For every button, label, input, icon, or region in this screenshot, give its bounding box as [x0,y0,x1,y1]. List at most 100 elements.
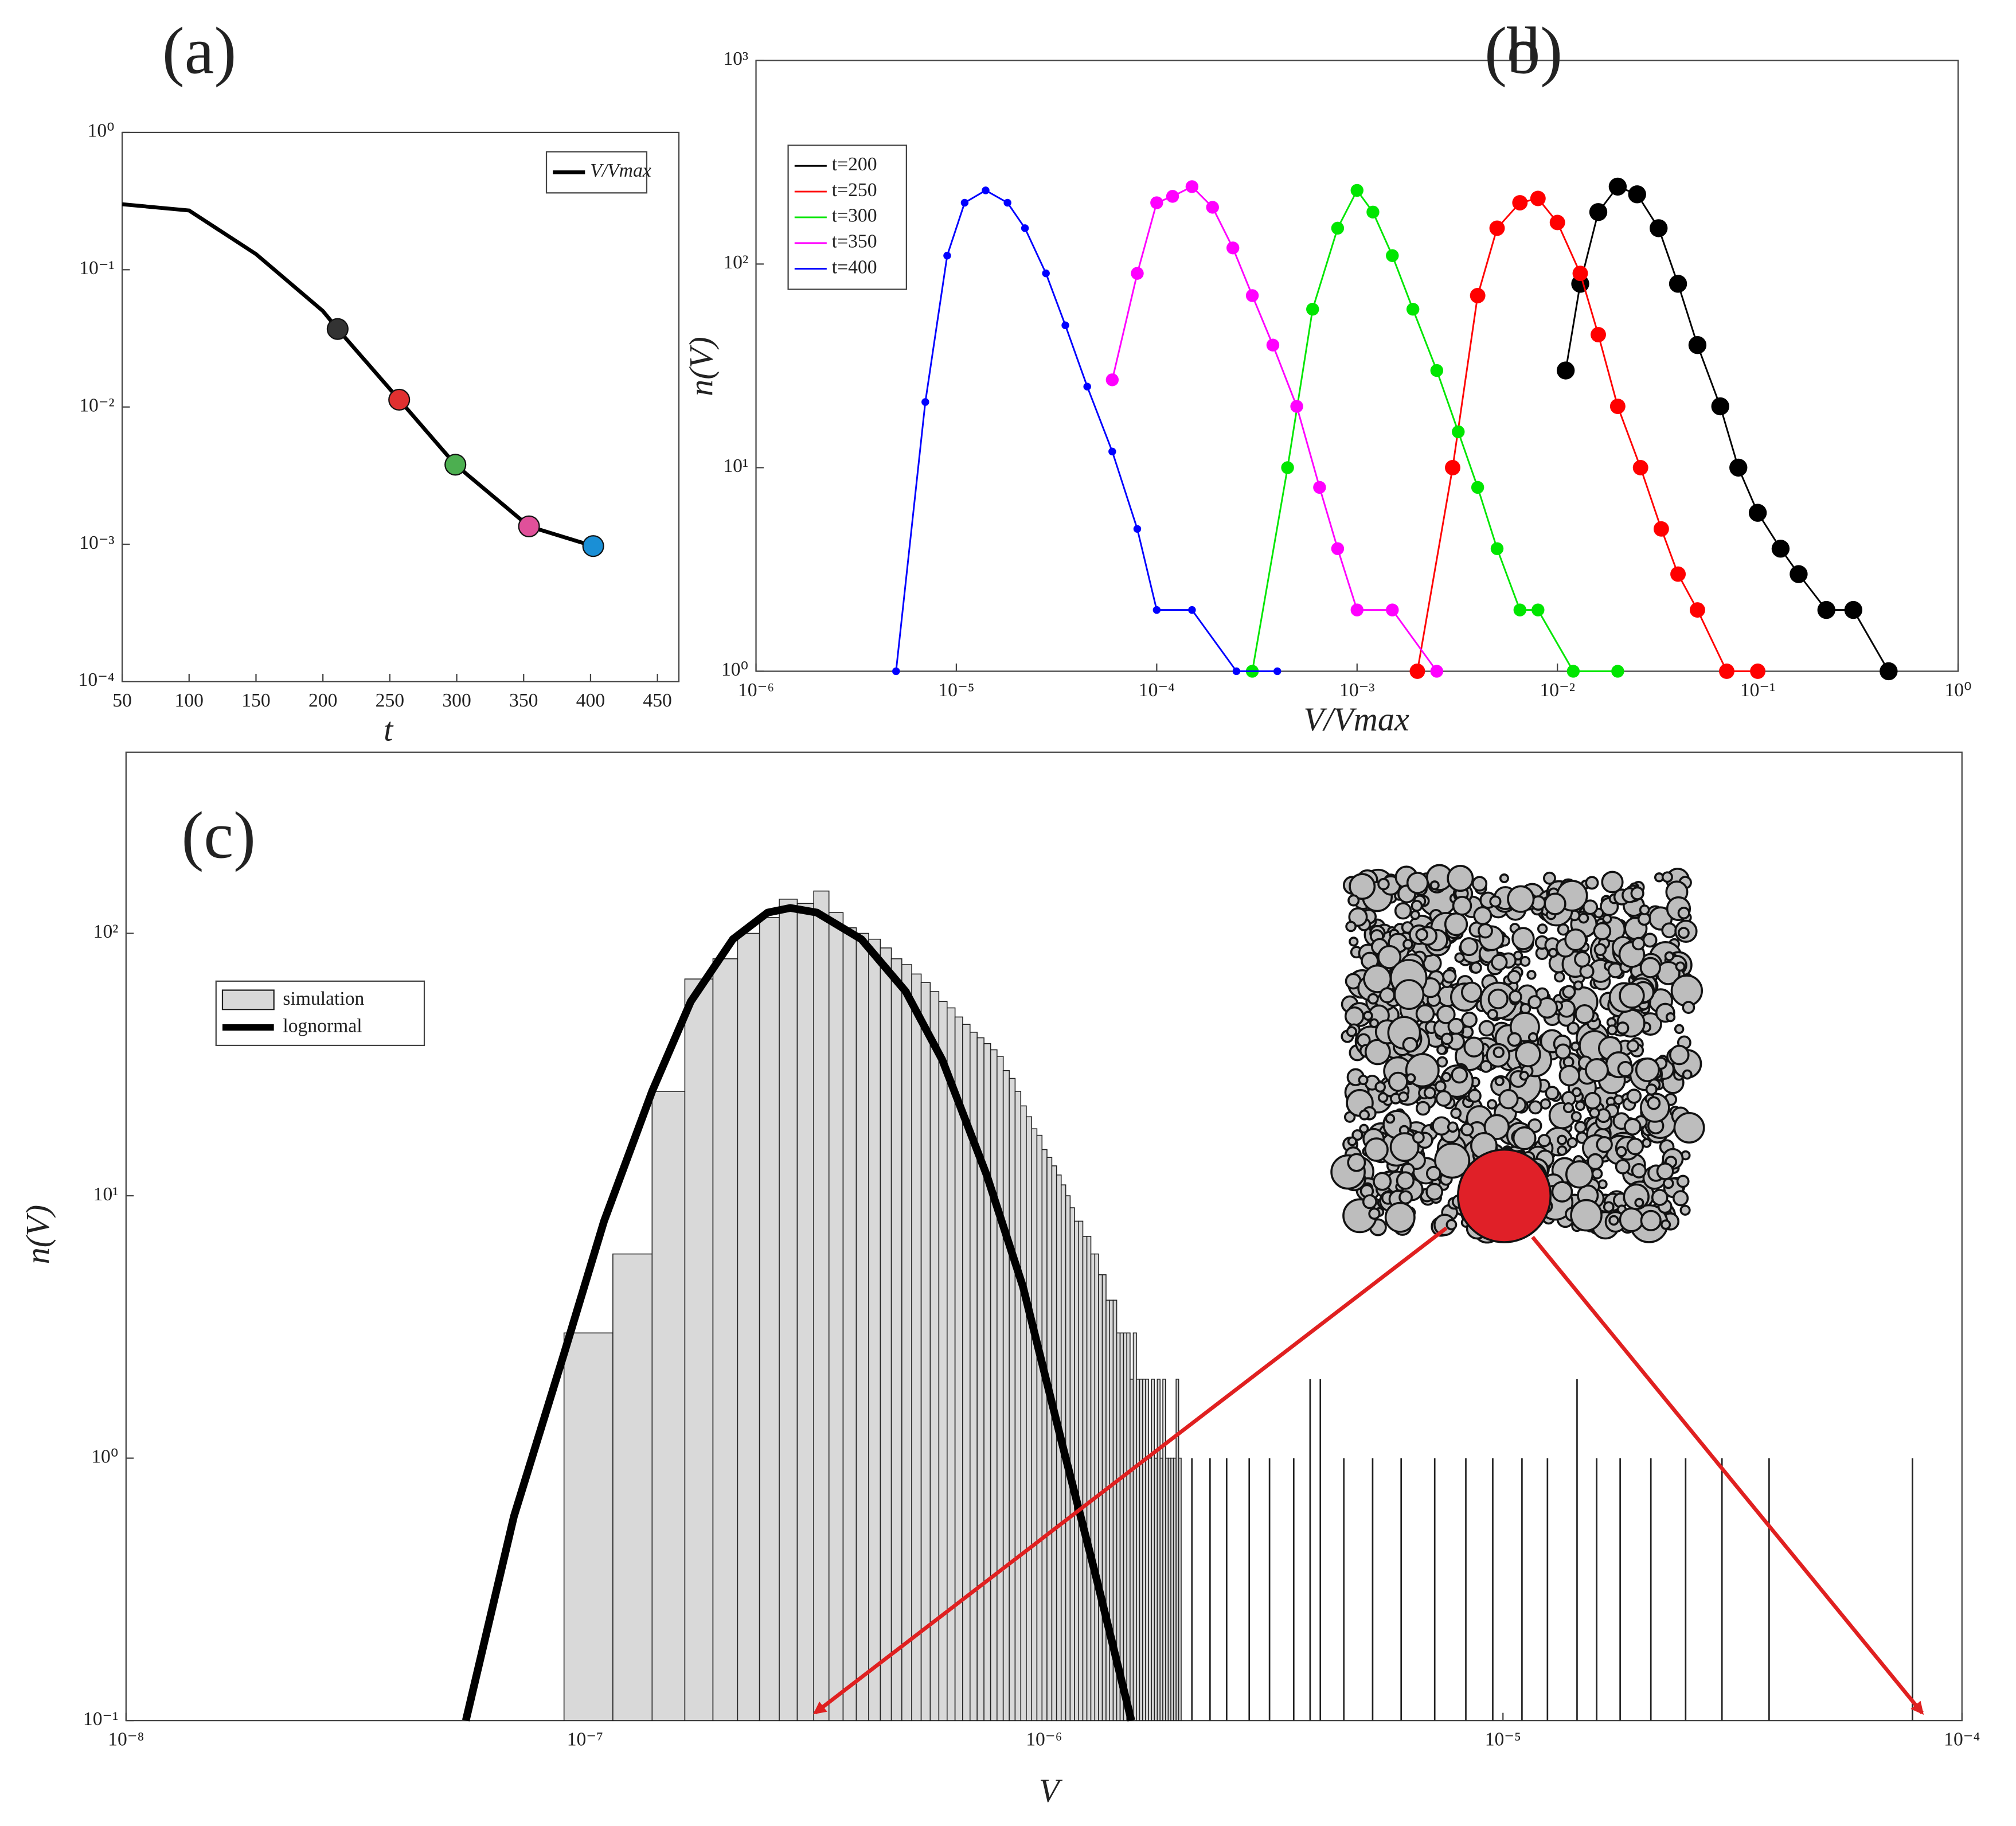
bar [1026,1116,1033,1721]
particle [1608,1215,1619,1226]
particle [1661,922,1678,939]
arrow [1531,1235,1924,1715]
legend-swatch [221,989,275,1010]
particle [1630,886,1644,900]
bar [1086,1236,1092,1721]
y-tick-label: 10⁻³ [79,532,114,553]
legend-label: simulation [283,988,364,1009]
particle [1651,1189,1669,1206]
particle [1398,1190,1413,1205]
particle [1394,902,1412,920]
particle [1440,1032,1454,1045]
fit-curve [462,904,1135,1722]
particle [1429,880,1440,891]
particle [1347,1153,1366,1172]
bar [983,1043,991,1721]
y-tick-label: 10⁻¹ [83,1708,118,1730]
point [1206,201,1219,214]
x-tick-label: 350 [509,690,538,711]
particle [1573,980,1584,991]
bar [1094,1253,1099,1721]
particle [1373,1172,1392,1191]
panel-label: (c) [182,798,256,872]
point [1042,269,1050,278]
particle [1362,1194,1377,1209]
particle [1491,954,1508,971]
particle [1640,1209,1662,1232]
point [1489,220,1505,236]
particle [1570,1111,1582,1122]
particle [1635,1057,1661,1083]
bar [1178,1457,1182,1721]
particle [1645,1083,1658,1096]
panel-label: (b) [1484,14,1562,88]
particle [1358,1075,1369,1086]
particle [1526,970,1537,980]
point [1185,180,1199,193]
particle [1511,927,1535,950]
particle [1471,876,1488,892]
particle [1557,923,1570,936]
particle [1447,865,1474,892]
particle [1585,1058,1609,1082]
particle [1402,1036,1419,1053]
bar [1123,1332,1127,1721]
y-tick-label: 10⁰ [88,120,115,142]
bar [868,938,881,1721]
particle [1384,1201,1416,1233]
particle [1527,995,1542,1009]
point [1650,219,1668,237]
point [1817,600,1835,619]
bar [1046,1157,1053,1721]
particle [1639,957,1661,978]
particle [1377,1092,1389,1103]
bar [612,1253,653,1721]
particle [1447,1121,1459,1133]
bar [737,932,760,1721]
bar [1101,1274,1107,1721]
x-tick-label: 10⁻⁸ [108,1729,144,1750]
particle [1679,1204,1691,1216]
particle [1483,1114,1510,1140]
point [1530,190,1546,206]
particle [1642,932,1658,948]
bar [954,1016,963,1721]
particle [1584,1092,1602,1110]
particle [1411,900,1423,912]
y-tick-label: 10³ [723,48,748,69]
bar [929,991,940,1721]
point [444,454,467,476]
x-tick-label: 10⁻¹ [1740,680,1775,701]
particle [1425,1183,1444,1201]
point [1313,481,1326,494]
bar [1132,1332,1137,1721]
particle [1441,1072,1452,1082]
bar [1051,1165,1057,1721]
point [1188,606,1196,614]
particle [1367,993,1379,1005]
point [1729,458,1748,477]
x-tick-label: 10⁻⁵ [1485,1729,1521,1750]
y-tick-label: 10⁻² [79,395,114,416]
particle [1564,928,1587,951]
particle [1450,1107,1462,1119]
particle [1557,1145,1568,1156]
point [1430,665,1444,678]
particle [1487,1009,1498,1020]
particle [1415,1004,1435,1024]
bar [997,1056,1004,1721]
particle [1566,1137,1578,1148]
point [1711,397,1729,416]
particle [1405,1073,1416,1083]
particle [1478,1020,1495,1037]
particle [1682,1069,1693,1080]
point [1133,525,1142,533]
particle [1359,1123,1369,1134]
series-line [1416,197,1758,672]
particle [1570,1041,1581,1052]
particle [1473,906,1493,926]
particle [1603,1201,1615,1213]
particle [1601,871,1624,894]
x-tick-label: 250 [376,690,404,711]
